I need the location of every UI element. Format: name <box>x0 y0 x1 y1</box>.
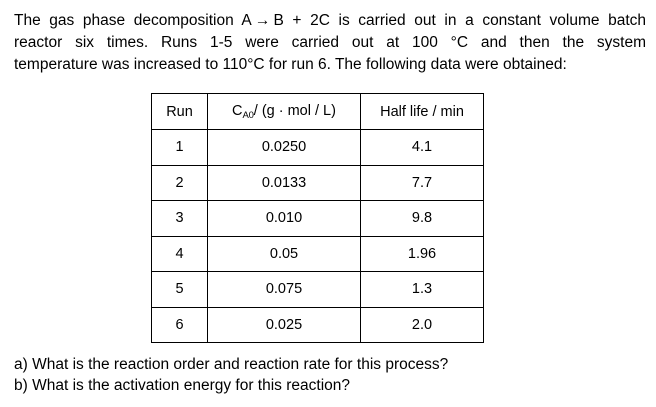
question-b: b) What is the activation energy for thi… <box>14 377 350 394</box>
cell-run: 4 <box>151 235 208 272</box>
header-conc-units: / (g · mol / L) <box>253 102 336 119</box>
cell-concentration: 0.0250 <box>207 129 361 166</box>
table-row: 3 0.010 9.8 <box>151 200 484 237</box>
cell-half-life: 1.3 <box>360 271 484 308</box>
cell-concentration: 0.05 <box>207 235 361 272</box>
table-row: 6 0.025 2.0 <box>151 306 484 343</box>
question-a: a) What is the reaction order and reacti… <box>14 356 449 373</box>
table-row: 5 0.075 1.3 <box>151 271 484 308</box>
problem-statement: The gas phase decomposition A → B + 2C i… <box>14 10 646 76</box>
header-half-life: Half life / min <box>360 93 484 130</box>
questions: a) What is the reaction order and reacti… <box>14 354 448 396</box>
header-run: Run <box>151 93 208 130</box>
cell-half-life: 4.1 <box>360 129 484 166</box>
cell-half-life: 9.8 <box>360 200 484 237</box>
header-conc-subscript: A0 <box>242 109 254 121</box>
cell-run: 2 <box>151 164 208 201</box>
cell-run: 3 <box>151 200 208 237</box>
problem-line-2: reactor six times. Runs 1-5 were carried… <box>14 34 646 51</box>
cell-concentration: 0.075 <box>207 271 361 308</box>
cell-run: 6 <box>151 306 208 343</box>
table-header-row: Run CA0/ (g · mol / L) Half life / min <box>151 93 484 130</box>
table-row: 4 0.05 1.96 <box>151 235 484 272</box>
cell-run: 5 <box>151 271 208 308</box>
cell-half-life: 2.0 <box>360 306 484 343</box>
cell-concentration: 0.010 <box>207 200 361 237</box>
cell-half-life: 7.7 <box>360 164 484 201</box>
cell-run: 1 <box>151 129 208 166</box>
problem-line-3: temperature was increased to 110°C for r… <box>14 56 567 73</box>
cell-concentration: 0.0133 <box>207 164 361 201</box>
problem-line-1: The gas phase decomposition A → B + 2C i… <box>14 12 646 29</box>
cell-concentration: 0.025 <box>207 306 361 343</box>
header-conc-symbol: C <box>232 102 243 119</box>
table-row: 2 0.0133 7.7 <box>151 164 484 201</box>
cell-half-life: 1.96 <box>360 235 484 272</box>
header-concentration: CA0/ (g · mol / L) <box>207 93 361 130</box>
data-table: Run CA0/ (g · mol / L) Half life / min 1… <box>151 93 484 343</box>
table-row: 1 0.0250 4.1 <box>151 129 484 166</box>
